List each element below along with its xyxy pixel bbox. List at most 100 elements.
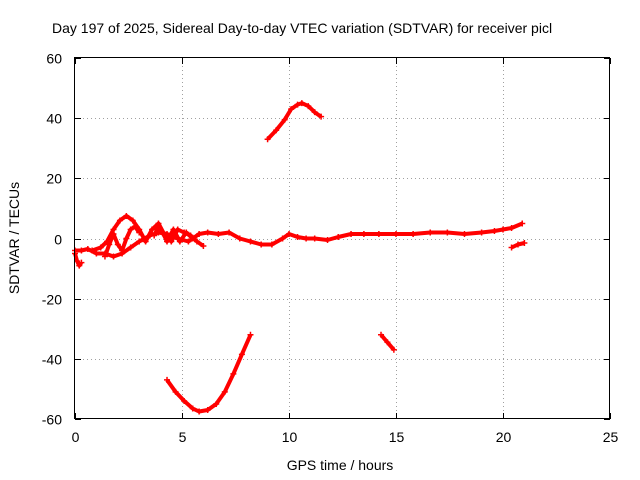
data-point <box>123 212 130 219</box>
data-point <box>116 217 123 224</box>
data-point <box>164 238 171 245</box>
x-axis-label: GPS time / hours <box>287 457 394 473</box>
data-point <box>384 339 391 346</box>
data-point <box>151 232 158 239</box>
data-point <box>185 238 192 245</box>
data-point <box>226 229 233 236</box>
data-point <box>97 244 104 251</box>
x-tick-label: 5 <box>179 429 187 445</box>
data-point <box>78 259 85 266</box>
data-point <box>335 233 342 240</box>
data-point <box>215 230 222 237</box>
data-point <box>193 238 200 245</box>
data-point <box>508 224 515 231</box>
data-point <box>204 406 211 413</box>
data-point <box>500 226 506 233</box>
data-point <box>93 250 100 257</box>
y-tick-label: -40 <box>42 352 62 368</box>
data-point <box>286 230 292 237</box>
data-point <box>230 370 237 377</box>
data-point <box>172 388 179 395</box>
data-point <box>390 346 397 353</box>
data-point <box>196 408 203 415</box>
chart-title: Day 197 of 2025, Sidereal Day-to-day VTE… <box>52 20 552 36</box>
y-tick-label: -20 <box>42 292 62 308</box>
data-point <box>279 235 286 242</box>
x-tick-label: 25 <box>603 429 619 445</box>
data-point <box>375 230 382 237</box>
data-point <box>478 229 485 236</box>
data-point <box>74 258 81 265</box>
data-point <box>288 106 295 113</box>
data-point <box>247 331 254 338</box>
y-axis-label: SDTVAR / TECUs <box>6 182 22 294</box>
x-tick-label: 20 <box>496 429 512 445</box>
data-point <box>89 247 96 254</box>
series-line-start-drop <box>73 252 84 268</box>
data-point <box>106 241 113 248</box>
data-point <box>114 241 121 248</box>
data-point <box>155 223 162 230</box>
tick-layer: 0 5 10 15 20 25 -60 -40 -20 0 20 40 60 <box>42 51 619 446</box>
data-point <box>196 230 203 237</box>
x-tick-label: 10 <box>282 429 298 445</box>
data-point <box>78 247 85 254</box>
data-point <box>238 351 245 358</box>
data-point <box>149 226 156 233</box>
data-point <box>311 109 318 116</box>
data-point <box>508 244 515 251</box>
x-tick-label: 15 <box>389 429 405 445</box>
y-tick-label: 40 <box>46 111 62 127</box>
data-point <box>410 230 417 237</box>
data-point <box>136 229 143 236</box>
data-point <box>318 113 325 120</box>
data-point <box>444 229 451 236</box>
series-lower-arc <box>164 331 254 415</box>
data-point <box>461 230 468 237</box>
series-line-upper-arc <box>266 101 323 141</box>
data-point <box>221 388 228 395</box>
data-point <box>176 238 183 245</box>
series-main-band <box>72 220 526 260</box>
data-point <box>164 376 171 383</box>
data-point <box>393 230 399 237</box>
data-point <box>268 241 275 248</box>
data-point <box>129 217 136 224</box>
data-point <box>189 235 196 242</box>
data-point <box>84 246 91 253</box>
data-point <box>204 229 211 236</box>
data-point <box>247 238 254 245</box>
x-tick-label: 0 <box>72 429 80 445</box>
data-point <box>236 235 243 242</box>
data-point <box>159 229 166 236</box>
plot-frame <box>74 57 610 419</box>
y-tick-label: 0 <box>54 232 62 248</box>
series-ripple-lower <box>101 223 143 260</box>
data-point <box>110 230 117 237</box>
series-line-lower-arc <box>165 333 253 414</box>
series-upper-arc <box>264 100 325 143</box>
data-point <box>303 235 310 242</box>
data-point <box>170 226 177 233</box>
series-start-drop <box>72 250 85 269</box>
data-point <box>258 241 265 248</box>
data-point <box>101 253 108 260</box>
data-point <box>119 247 126 254</box>
data-point <box>264 136 271 143</box>
series-ripple-mid <box>151 223 196 245</box>
data-point <box>183 229 190 236</box>
y-tick-label: -60 <box>42 412 62 428</box>
data-point <box>123 235 130 242</box>
data-point <box>491 227 498 234</box>
data-point <box>360 230 367 237</box>
data-point <box>136 238 143 245</box>
data-point <box>189 405 196 412</box>
data-point <box>519 220 526 227</box>
data-point <box>305 103 312 110</box>
data-point <box>273 127 280 134</box>
data-point <box>298 100 305 107</box>
grid-layer <box>75 58 610 419</box>
data-point <box>213 400 220 407</box>
data-point <box>294 101 301 108</box>
data-point <box>324 237 331 244</box>
